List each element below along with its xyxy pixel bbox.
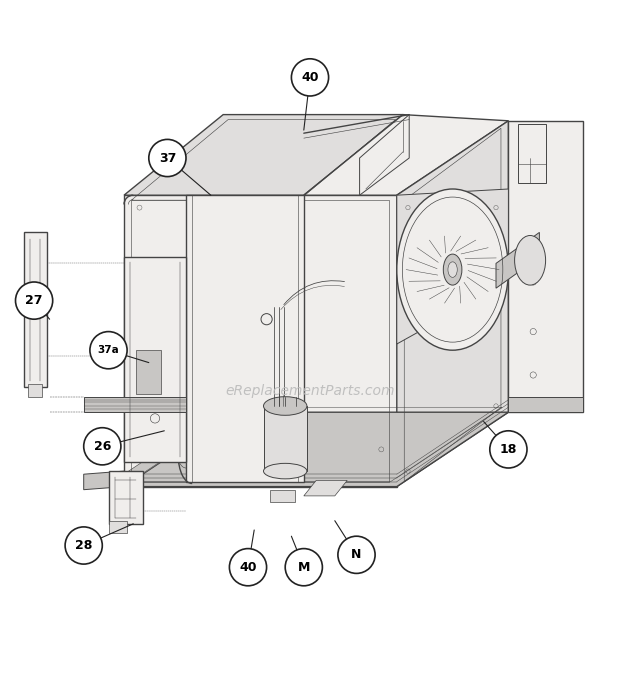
- Text: 26: 26: [94, 440, 111, 453]
- Circle shape: [65, 527, 102, 564]
- Circle shape: [291, 58, 329, 96]
- Circle shape: [84, 428, 121, 465]
- Circle shape: [285, 548, 322, 585]
- Polygon shape: [397, 189, 508, 344]
- Ellipse shape: [515, 235, 546, 285]
- Text: M: M: [298, 561, 310, 574]
- Polygon shape: [124, 115, 403, 195]
- Polygon shape: [108, 471, 143, 524]
- Polygon shape: [124, 412, 508, 486]
- Polygon shape: [360, 115, 409, 195]
- Polygon shape: [264, 406, 307, 471]
- Polygon shape: [28, 385, 42, 397]
- Text: 18: 18: [500, 443, 517, 456]
- Text: 28: 28: [75, 539, 92, 552]
- Polygon shape: [270, 490, 294, 502]
- Polygon shape: [304, 480, 347, 496]
- Circle shape: [338, 536, 375, 573]
- Polygon shape: [124, 400, 236, 486]
- Polygon shape: [397, 121, 508, 486]
- Ellipse shape: [443, 254, 462, 285]
- Polygon shape: [84, 471, 124, 490]
- Polygon shape: [518, 124, 546, 183]
- Polygon shape: [108, 521, 127, 533]
- Text: 37a: 37a: [97, 345, 120, 355]
- Polygon shape: [508, 121, 583, 412]
- Circle shape: [490, 431, 527, 468]
- Circle shape: [229, 548, 267, 585]
- Text: 40: 40: [301, 71, 319, 84]
- Ellipse shape: [448, 262, 458, 277]
- Circle shape: [90, 332, 127, 369]
- Circle shape: [16, 282, 53, 319]
- Text: 27: 27: [25, 294, 43, 307]
- Ellipse shape: [264, 463, 307, 479]
- Polygon shape: [304, 115, 508, 195]
- Polygon shape: [124, 195, 397, 486]
- Polygon shape: [136, 350, 161, 394]
- Text: 37: 37: [159, 151, 176, 164]
- Polygon shape: [508, 397, 583, 412]
- Polygon shape: [496, 233, 539, 288]
- Text: eReplacementParts.com: eReplacementParts.com: [225, 383, 395, 398]
- Polygon shape: [186, 195, 304, 482]
- Ellipse shape: [397, 189, 508, 350]
- Text: N: N: [352, 548, 361, 561]
- Polygon shape: [84, 397, 186, 412]
- Polygon shape: [24, 233, 46, 387]
- Polygon shape: [124, 257, 186, 462]
- Ellipse shape: [264, 397, 307, 416]
- Text: 40: 40: [239, 561, 257, 574]
- Circle shape: [149, 140, 186, 177]
